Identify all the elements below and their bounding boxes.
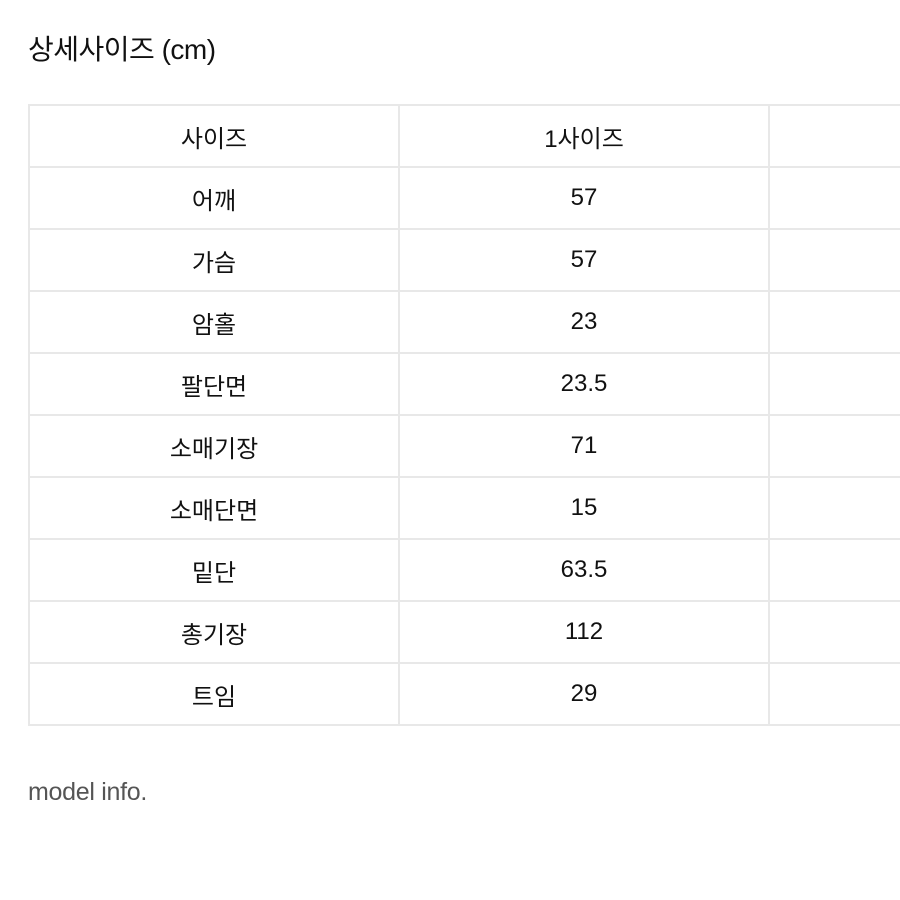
footer-text: model info. xyxy=(28,778,900,807)
row-label: 총기장 xyxy=(29,601,399,663)
table-row: 소매단면 15 xyxy=(29,477,900,539)
row-value: 112 xyxy=(399,601,769,663)
row-empty xyxy=(769,663,900,725)
row-empty xyxy=(769,353,900,415)
table-row: 어깨 57 xyxy=(29,167,900,229)
row-value: 57 xyxy=(399,167,769,229)
header-empty xyxy=(769,105,900,167)
row-empty xyxy=(769,539,900,601)
row-empty xyxy=(769,229,900,291)
table-row: 밑단 63.5 xyxy=(29,539,900,601)
table-row: 팔단면 23.5 xyxy=(29,353,900,415)
row-label: 소매기장 xyxy=(29,415,399,477)
row-label: 암홀 xyxy=(29,291,399,353)
table-header-row: 사이즈 1사이즈 xyxy=(29,105,900,167)
row-value: 23.5 xyxy=(399,353,769,415)
row-label: 트임 xyxy=(29,663,399,725)
page-title: 상세사이즈 (cm) xyxy=(28,28,900,68)
table-row: 소매기장 71 xyxy=(29,415,900,477)
row-empty xyxy=(769,291,900,353)
row-value: 15 xyxy=(399,477,769,539)
row-value: 71 xyxy=(399,415,769,477)
table-row: 총기장 112 xyxy=(29,601,900,663)
row-empty xyxy=(769,477,900,539)
row-label: 어깨 xyxy=(29,167,399,229)
row-label: 팔단면 xyxy=(29,353,399,415)
size-table: 사이즈 1사이즈 어깨 57 가슴 57 암홀 23 팔단면 23.5 소매기장… xyxy=(28,104,900,726)
row-value: 57 xyxy=(399,229,769,291)
row-empty xyxy=(769,601,900,663)
row-value: 29 xyxy=(399,663,769,725)
row-value: 23 xyxy=(399,291,769,353)
row-label: 밑단 xyxy=(29,539,399,601)
row-label: 가슴 xyxy=(29,229,399,291)
table-row: 가슴 57 xyxy=(29,229,900,291)
row-empty xyxy=(769,415,900,477)
table-row: 암홀 23 xyxy=(29,291,900,353)
row-label: 소매단면 xyxy=(29,477,399,539)
header-value: 1사이즈 xyxy=(399,105,769,167)
table-row: 트임 29 xyxy=(29,663,900,725)
row-empty xyxy=(769,167,900,229)
row-value: 63.5 xyxy=(399,539,769,601)
header-label: 사이즈 xyxy=(29,105,399,167)
